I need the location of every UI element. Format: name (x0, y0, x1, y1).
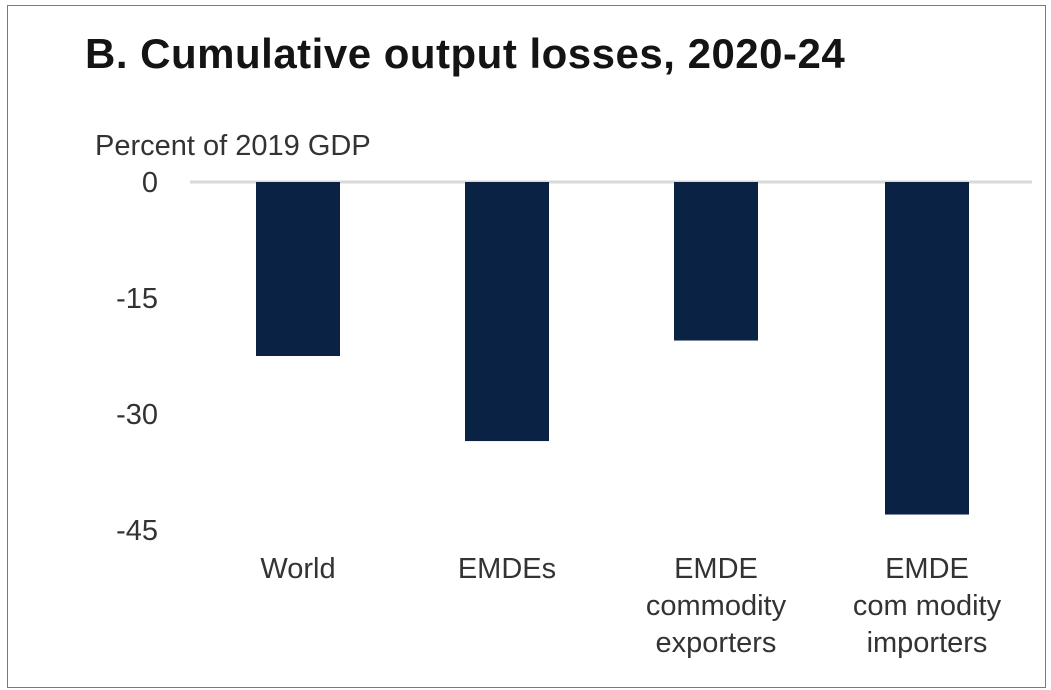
bar (885, 182, 969, 515)
category-label: com modity (853, 590, 1002, 622)
y-axis-label: Percent of 2019 GDP (95, 130, 371, 162)
category-label: EMDEs (458, 553, 556, 585)
category-label: importers (867, 627, 988, 659)
y-tick-label: -15 (116, 283, 158, 315)
category-label: EMDE (885, 553, 969, 585)
chart-title: B. Cumulative output losses, 2020-24 (85, 30, 846, 77)
bar (674, 182, 758, 341)
category-labels: World EMDEs EMDE commodity exporters EMDE com … (260, 553, 1001, 659)
y-tick-label: -30 (116, 399, 158, 431)
category-label: commodity (646, 590, 787, 622)
category-label: World (260, 553, 335, 585)
category-label: exporters (656, 627, 777, 659)
y-tick-label: -45 (116, 515, 158, 547)
bars (256, 182, 969, 515)
bar (465, 182, 549, 442)
y-tick-label: 0 (142, 167, 158, 199)
y-axis-ticks: 0 -15 -30 -45 (116, 167, 158, 547)
bar (256, 182, 340, 356)
category-label: EMDE (674, 553, 758, 585)
